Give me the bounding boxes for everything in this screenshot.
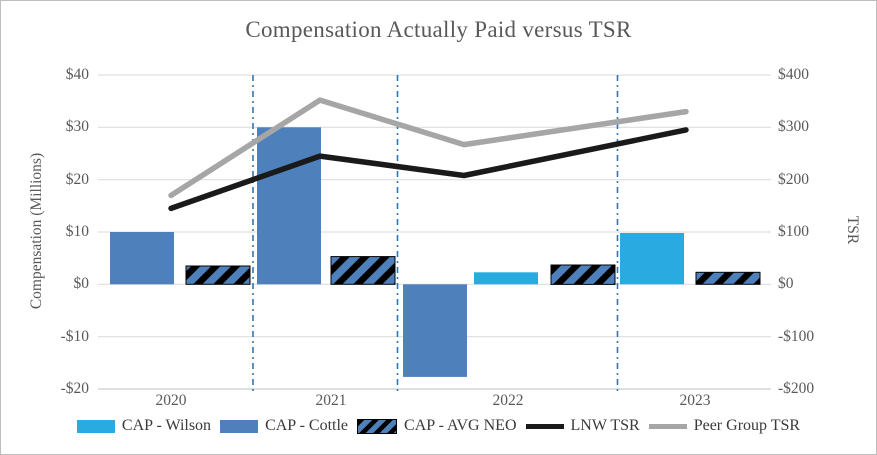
right-axis-tick: $200 [778, 170, 809, 188]
chart-title: Compensation Actually Paid versus TSR [245, 17, 632, 42]
bar-cap-avg-neo-2020 [185, 265, 251, 285]
right-axis-tick: $400 [778, 66, 809, 83]
legend-label-lnw-tsr: LNW TSR [570, 417, 640, 434]
cap-cottle-swatch [220, 419, 259, 433]
bar-cap-cottle-2022 [403, 284, 467, 377]
right-axis-tick: -$200 [778, 380, 815, 397]
left-axis-tick: $20 [65, 170, 89, 188]
bar-cap-avg-neo-2021 [330, 256, 396, 285]
right-axis-title: TSR [844, 215, 861, 245]
x-axis-label-2022: 2022 [492, 392, 524, 409]
cap-wilson-swatch [76, 419, 115, 433]
x-axis-label-2023: 2023 [679, 392, 711, 409]
x-axis-label-2021: 2021 [315, 392, 347, 409]
right-axis-tick: $0 [778, 275, 794, 293]
right-axis-tick: $300 [778, 118, 809, 136]
left-axis-title: Compensation (Millions) [28, 152, 45, 310]
bar-cap-wilson-2022 [474, 272, 538, 285]
left-axis-tick: $30 [65, 118, 89, 136]
bar-cap-wilson-2023 [620, 233, 684, 285]
peer-group-tsr-line [168, 97, 689, 199]
left-axis-tick: -$20 [60, 380, 89, 397]
legend-label-cap-avg-neo: CAP - AVG NEO [404, 417, 517, 434]
left-axis-tick: $0 [73, 275, 90, 293]
legend: CAP - Wilson CAP - Cottle CAP - AVG NEO … [1, 417, 876, 435]
legend-item-cap-wilson: CAP - Wilson [76, 417, 212, 435]
legend-item-lnw-tsr: LNW TSR [525, 417, 640, 435]
bar-cap-avg-neo-2022 [550, 264, 616, 285]
left-axis-tick: $40 [65, 66, 89, 83]
right-axis-tick: -$100 [778, 327, 815, 345]
legend-item-peer-group-tsr: Peer Group TSR [648, 417, 801, 435]
lnw-tsr-line [168, 127, 689, 212]
legend-item-cap-cottle: CAP - Cottle [220, 417, 348, 435]
legend-label-peer-group-tsr: Peer Group TSR [693, 417, 801, 434]
left-axis-tick: $10 [65, 223, 89, 240]
bar-cap-avg-neo-2023 [695, 271, 761, 285]
x-axis-label-2020: 2020 [155, 392, 187, 409]
bar-cap-cottle-2021 [257, 127, 321, 285]
peer-group-tsr-line-swatch [648, 423, 687, 429]
legend-label-cap-wilson: CAP - Wilson [121, 417, 212, 434]
bar-cap-cottle-2020 [110, 232, 174, 285]
left-axis-tick: -$10 [60, 327, 89, 345]
cap-avg-neo-swatch [357, 418, 398, 434]
lnw-tsr-line-swatch [525, 423, 564, 429]
legend-label-cap-cottle: CAP - Cottle [265, 417, 349, 434]
right-axis-tick: $100 [778, 223, 809, 240]
legend-item-cap-avg-neo: CAP - AVG NEO [357, 417, 517, 435]
